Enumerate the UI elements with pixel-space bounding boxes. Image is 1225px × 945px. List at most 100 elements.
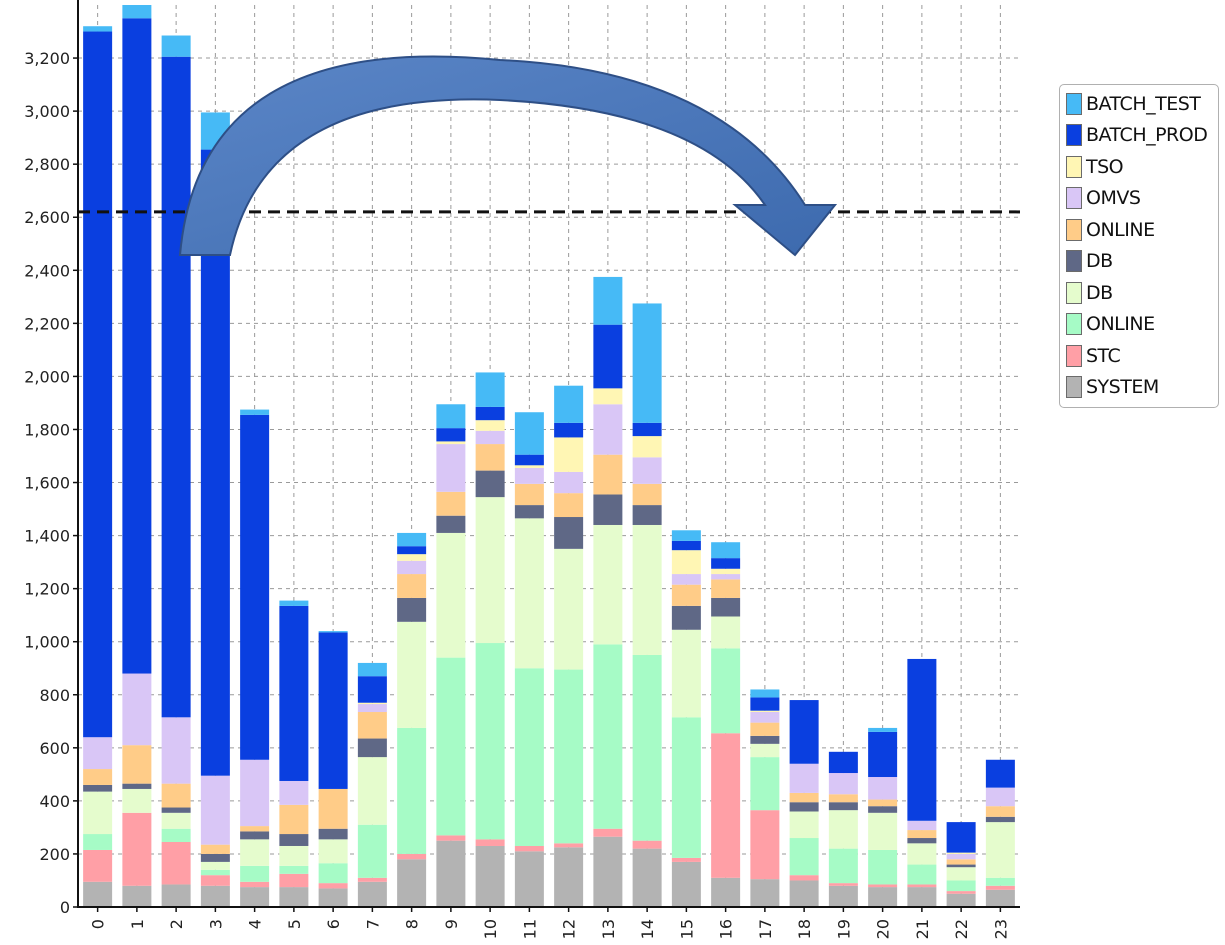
bar-segment: [514, 467, 544, 484]
legend-item: ONLINE: [1060, 309, 1218, 341]
bar-segment: [397, 621, 427, 728]
bar-segment: [279, 780, 309, 805]
bar-segment: [436, 835, 466, 841]
bar-segment: [475, 470, 505, 498]
bar-segment: [200, 775, 230, 845]
x-tick-label: 9: [442, 919, 461, 929]
bar-segment: [907, 820, 937, 831]
bar-segment: [514, 483, 544, 506]
bar-segment: [397, 546, 427, 555]
bar-segment: [122, 673, 152, 746]
bar-segment: [357, 704, 387, 713]
bar-segment: [436, 840, 466, 907]
x-tick-label: 20: [874, 919, 893, 939]
legend-label: ONLINE: [1086, 313, 1155, 336]
bar-segment: [632, 457, 662, 484]
bar-segment: [711, 558, 741, 569]
x-tick-label: 2: [167, 919, 186, 929]
bar-segment: [475, 643, 505, 840]
bar-segment: [828, 773, 858, 795]
bar-segment: [397, 597, 427, 622]
bar-segment: [789, 875, 819, 881]
bar-segment: [357, 662, 387, 677]
x-tick-label: 19: [834, 919, 853, 939]
bar-segment: [122, 18, 152, 674]
bar-segment: [554, 669, 584, 844]
x-tick-label: 16: [717, 919, 736, 939]
bar-segment: [240, 831, 270, 840]
bar-segment: [240, 826, 270, 832]
bar-segment: [868, 812, 898, 850]
bar-segment: [436, 404, 466, 429]
bar-segment: [554, 517, 584, 549]
y-tick-label: 1,800: [24, 420, 70, 439]
legend-item: ONLINE: [1060, 214, 1218, 246]
legend-label: BATCH_TEST: [1086, 92, 1201, 115]
bar-segment: [632, 505, 662, 525]
bar-segment: [593, 524, 623, 645]
bar-segment: [554, 847, 584, 907]
bar-segment: [514, 454, 544, 466]
legend-label: ONLINE: [1086, 218, 1155, 241]
bar-segment: [122, 885, 152, 907]
y-tick-label: 1,400: [24, 527, 70, 546]
legend-swatch: [1066, 344, 1082, 367]
legend-swatch: [1066, 187, 1082, 210]
bar-segment: [593, 324, 623, 389]
legend-item: TSO: [1060, 151, 1218, 183]
legend-swatch: [1066, 155, 1082, 178]
bar-segment: [279, 600, 309, 606]
bar-segment: [868, 799, 898, 807]
y-tick-label: 3,000: [24, 102, 70, 121]
bar-segment: [357, 676, 387, 703]
bar-segment: [907, 838, 937, 844]
legend-label: OMVS: [1086, 187, 1141, 210]
x-tick-label: 13: [599, 919, 618, 939]
bar-segment: [593, 404, 623, 455]
bar-segment: [985, 816, 1015, 823]
bar-segment: [789, 802, 819, 812]
bar-segment: [711, 648, 741, 734]
legend-swatch: [1066, 376, 1082, 399]
x-tick-label: 21: [913, 919, 932, 939]
legend-item: BATCH_PROD: [1060, 120, 1218, 152]
bar-segment: [161, 35, 191, 57]
bar-segment: [985, 806, 1015, 817]
bar-segment: [200, 869, 230, 876]
bar-segment: [554, 843, 584, 848]
bar-segment: [907, 864, 937, 885]
legend-label: BATCH_PROD: [1086, 124, 1208, 147]
bar-segment: [632, 483, 662, 506]
bar-segment: [828, 751, 858, 774]
bar-segment: [789, 811, 819, 839]
bar-segment: [83, 769, 113, 785]
bar-segment: [789, 792, 819, 803]
y-tick-label: 1,200: [24, 580, 70, 599]
bar-segment: [397, 727, 427, 854]
bar-segment: [946, 853, 976, 860]
bar-segment: [514, 518, 544, 669]
x-tick-label: 6: [324, 919, 343, 929]
bar-segment: [868, 777, 898, 800]
bar-segment: [711, 616, 741, 649]
bar-segment: [318, 883, 348, 889]
bar-segment: [671, 584, 701, 606]
bar-segment: [789, 700, 819, 764]
bar-segment: [711, 579, 741, 598]
bar-segment: [436, 441, 466, 445]
bar-segment: [554, 437, 584, 472]
bar-segment: [750, 743, 780, 758]
bar-segment: [83, 31, 113, 738]
bar-segment: [750, 712, 780, 723]
bar-segment: [907, 843, 937, 865]
bar-segment: [632, 848, 662, 907]
bar-segment: [554, 548, 584, 670]
bar-segment: [318, 888, 348, 907]
bar-segment: [868, 727, 898, 732]
bar-segment: [279, 865, 309, 874]
bar-segment: [279, 845, 309, 866]
y-tick-label: 2,600: [24, 208, 70, 227]
bar-segment: [240, 839, 270, 866]
legend-item: DB: [1060, 277, 1218, 309]
bar-segment: [436, 428, 466, 442]
